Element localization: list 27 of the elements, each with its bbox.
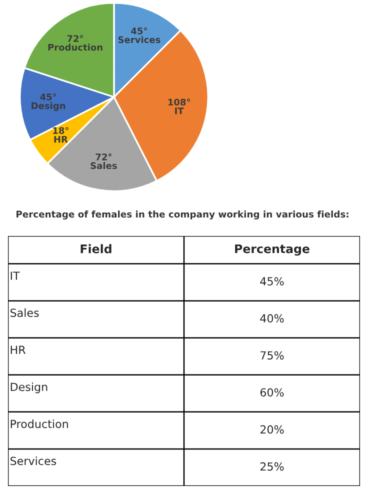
category-label: IT [10, 272, 20, 280]
data-label: 18° [53, 127, 68, 134]
text: 20% [260, 425, 284, 434]
text: 75% [260, 351, 284, 360]
text: 45% [260, 277, 284, 286]
data-label: 72° [96, 153, 112, 160]
data-label: 108° [168, 98, 190, 106]
slice-label: HR [54, 136, 68, 143]
text: Field [80, 244, 112, 254]
category-label: Sales [10, 308, 39, 317]
category-label: Production [10, 420, 68, 428]
text: 40% [260, 314, 284, 323]
category-label: Design [10, 382, 48, 394]
text: 60% [260, 388, 284, 397]
slice-label: IT [175, 108, 184, 114]
slice-label: Services [118, 36, 160, 44]
slice-label: Production [48, 44, 102, 51]
data-label: 45° [131, 27, 147, 34]
slice-label: Sales [90, 162, 117, 170]
text: 25% [260, 462, 284, 471]
text: Percentage [235, 244, 310, 256]
text: Percentage of females in the company working in various fields: [16, 210, 348, 220]
data-label: 72° [67, 35, 84, 42]
category-label: HR [10, 346, 26, 354]
category-label: Services [10, 456, 56, 466]
slice-label: Design [32, 102, 66, 111]
data-label: 45° [40, 93, 56, 100]
